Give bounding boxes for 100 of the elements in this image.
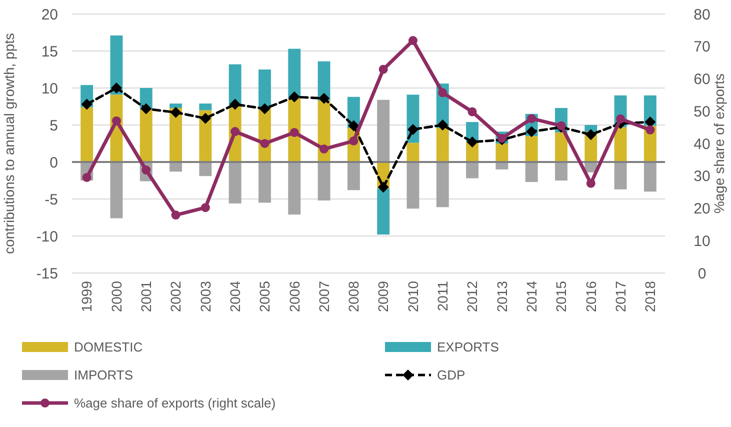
point: [466, 136, 478, 148]
y2-tick-label: 80: [694, 6, 710, 24]
point: [438, 88, 448, 98]
point: [82, 172, 92, 182]
y2-tick-label: 70: [694, 38, 710, 56]
bar: [80, 107, 94, 162]
point: [468, 107, 477, 116]
y2-tick-label: 60: [694, 71, 710, 88]
x-tick-label: 2016: [582, 280, 599, 312]
bar: [110, 162, 123, 218]
point: [200, 203, 210, 212]
point: [556, 121, 566, 130]
point: [527, 114, 536, 124]
y2-tick-label: 40: [694, 136, 710, 153]
bar: [318, 162, 330, 200]
x-tick-label: 2008: [346, 280, 362, 312]
y-tick-label: 0: [50, 154, 58, 172]
bar: [644, 162, 656, 192]
y-axis-title: contributions to annual growth, ppts: [1, 32, 17, 254]
y2-tick-label: 10: [694, 232, 710, 250]
bar: [347, 162, 360, 190]
point: [259, 103, 270, 114]
x-tick-label: 2010: [404, 280, 421, 312]
x-tick-label: 2018: [642, 280, 658, 312]
y2-tick-label: 0: [698, 265, 706, 282]
y-tick-label: 20: [41, 6, 58, 24]
point: [616, 114, 626, 124]
bar: [436, 128, 449, 162]
bar: [614, 127, 627, 162]
bar: [288, 48, 301, 98]
bar: [199, 162, 212, 176]
bar: [199, 104, 212, 110]
point: [348, 120, 360, 132]
point: [290, 128, 299, 137]
bar: [614, 162, 627, 190]
y2-axis-title: %age share of exports: [711, 73, 727, 214]
point: [112, 116, 121, 126]
point: [320, 144, 329, 154]
y2-tick-label: 30: [694, 168, 710, 186]
bar: [228, 162, 242, 204]
legend-label: %age share of exports (right scale): [74, 396, 276, 411]
bar: [140, 109, 152, 162]
point: [378, 182, 389, 193]
x-tick-label: 2000: [108, 280, 124, 312]
point: [526, 126, 538, 138]
legend-label: GDP: [437, 368, 466, 383]
bar: [555, 132, 568, 162]
bar: [496, 144, 508, 162]
x-tick-label: 2014: [523, 280, 540, 312]
bar: [258, 162, 271, 203]
legend-label: IMPORTS: [74, 368, 134, 383]
legend-label: EXPORTS: [437, 340, 500, 355]
bar: [584, 125, 598, 132]
x-tick-label: 2007: [316, 280, 332, 312]
x-tick-label: 2006: [286, 280, 302, 312]
bar: [525, 162, 538, 182]
y-tick-label: 15: [41, 43, 58, 60]
bar: [406, 142, 420, 162]
y-tick-label: -5: [44, 191, 58, 208]
bar: [525, 136, 538, 162]
y2-tick-label: 50: [694, 103, 710, 120]
x-tick-label: 2003: [197, 280, 214, 312]
x-tick-label: 2013: [494, 280, 510, 312]
x-tick-label: 2011: [434, 280, 451, 312]
point: [230, 98, 241, 110]
point: [110, 82, 122, 94]
x-tick-label: 2012: [464, 280, 480, 312]
point: [408, 36, 418, 46]
bar: [170, 104, 182, 108]
y-tick-label: 5: [50, 117, 58, 134]
x-tick-label: 2017: [612, 280, 628, 312]
point: [378, 64, 388, 74]
point: [200, 112, 211, 124]
point: [81, 98, 92, 110]
bar: [436, 162, 449, 208]
bar: [377, 188, 390, 235]
x-tick-label: 2004: [226, 280, 243, 312]
point: [140, 103, 152, 114]
bar: [258, 70, 271, 108]
point: [646, 125, 655, 134]
bar: [466, 162, 478, 178]
point: [318, 92, 330, 104]
y-tick-label: -10: [36, 228, 58, 246]
x-tick-label: 2009: [375, 280, 392, 312]
point: [437, 120, 448, 130]
point: [230, 127, 240, 136]
bar: [377, 100, 390, 162]
bar: [288, 162, 301, 215]
y-tick-label: 10: [41, 80, 58, 98]
x-tick-label: 1999: [78, 280, 95, 312]
y2-tick-label: 20: [694, 200, 710, 218]
point: [288, 91, 300, 102]
legend-label: DOMESTIC: [74, 340, 143, 355]
point: [586, 178, 596, 188]
point: [585, 129, 596, 140]
y-tick-label: -15: [36, 265, 58, 282]
bar: [406, 162, 420, 209]
x-tick-label: 2015: [553, 280, 570, 312]
point: [170, 106, 182, 118]
bar: [555, 162, 568, 180]
